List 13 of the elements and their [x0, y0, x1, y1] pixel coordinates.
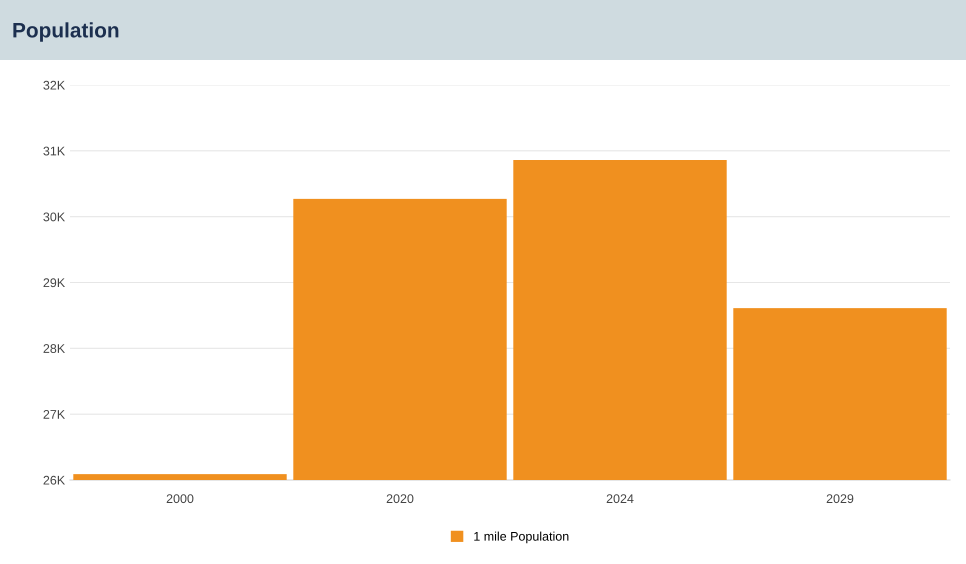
legend-label: 1 mile Population [474, 532, 568, 544]
y-tick-label: 29K [44, 278, 65, 288]
x-tick-label: 2024 [606, 494, 634, 504]
y-tick-label: 26K [44, 476, 65, 485]
chart-title: Population [13, 22, 118, 42]
y-tick-label: 28K [44, 344, 65, 353]
x-tick-label: 2000 [166, 494, 194, 504]
y-tick-label: 27K [44, 410, 65, 419]
x-tick-label: 2020 [386, 494, 414, 504]
y-tick-label: 30K [43, 212, 65, 222]
x-tick-label: 2029 [826, 494, 854, 504]
y-tick-label: 32K [43, 80, 65, 90]
y-tick-label: 31K [43, 146, 65, 156]
